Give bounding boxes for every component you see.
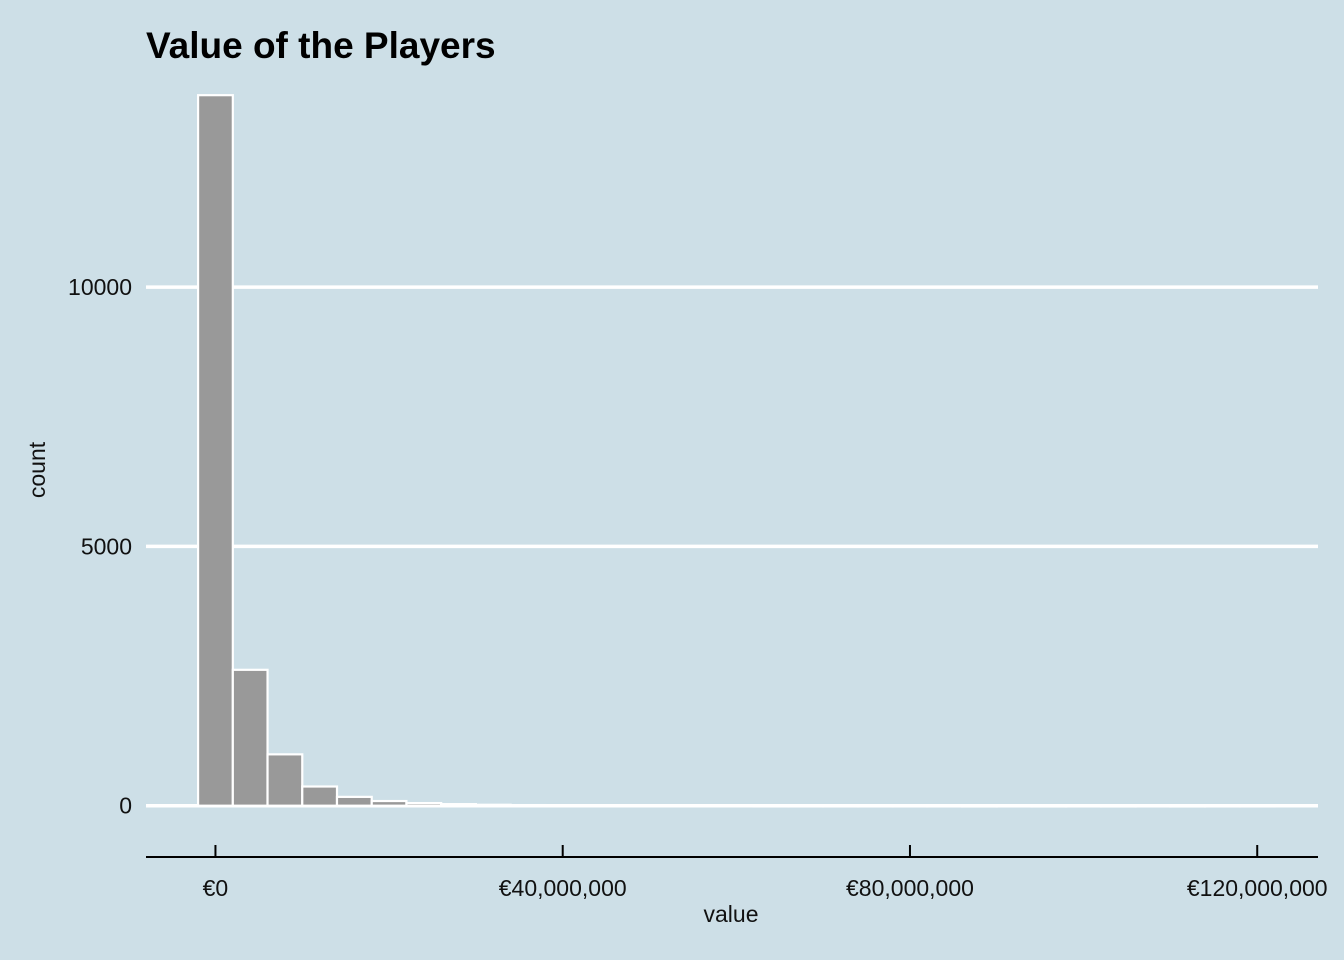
- histogram-bar: [1238, 804, 1276, 808]
- histogram-bar: [578, 804, 616, 808]
- histogram-bar: [717, 804, 755, 808]
- x-tick-label: €120,000,000: [1187, 875, 1328, 901]
- histogram-bar: [301, 785, 339, 807]
- histogram-bar: [1065, 804, 1103, 808]
- histogram-bar: [787, 804, 825, 808]
- histogram-bar: [995, 804, 1033, 808]
- grid-layer: [146, 285, 1318, 808]
- histogram-bar: [474, 803, 512, 807]
- histogram-bar: [613, 804, 651, 808]
- y-tick-label: 0: [119, 793, 132, 819]
- histogram-bar: [1204, 804, 1241, 808]
- histogram-bar: [1134, 804, 1172, 808]
- histogram-bar: [1030, 804, 1068, 808]
- x-tick-label: €40,000,000: [499, 875, 627, 901]
- histogram-bar: [544, 804, 582, 808]
- histogram-bar: [648, 804, 686, 808]
- histogram-bar: [926, 804, 964, 808]
- histogram-bar: [683, 804, 721, 808]
- y-axis-title: count: [24, 441, 50, 498]
- histogram-bar: [405, 802, 443, 807]
- histogram-bar: [440, 803, 477, 807]
- histogram-bar: [266, 753, 304, 807]
- histogram-bar: [370, 799, 408, 807]
- histogram-bar: [891, 804, 929, 808]
- chart-title: Value of the Players: [146, 25, 496, 66]
- x-tick-label: €80,000,000: [846, 875, 974, 901]
- y-tick-label: 10000: [68, 274, 132, 300]
- histogram-bar: [231, 668, 269, 807]
- histogram-bar: [196, 94, 234, 807]
- bars-layer: [196, 94, 1276, 808]
- histogram-bar: [509, 803, 547, 807]
- histogram-bar: [1169, 804, 1207, 808]
- x-axis-title: value: [704, 901, 759, 927]
- histogram-bar: [856, 804, 894, 808]
- histogram-bar: [752, 804, 790, 808]
- x-tick-label: €0: [203, 875, 229, 901]
- axis-layer: 0 5000 10000 €0 €40,000,000 €80,000,000 €120,0…: [68, 274, 1328, 901]
- y-tick-label: 5000: [81, 533, 132, 559]
- histogram-bar: [822, 804, 859, 808]
- histogram-bar: [1099, 804, 1137, 808]
- histogram-bar: [335, 795, 373, 807]
- histogram-bar: [960, 804, 998, 808]
